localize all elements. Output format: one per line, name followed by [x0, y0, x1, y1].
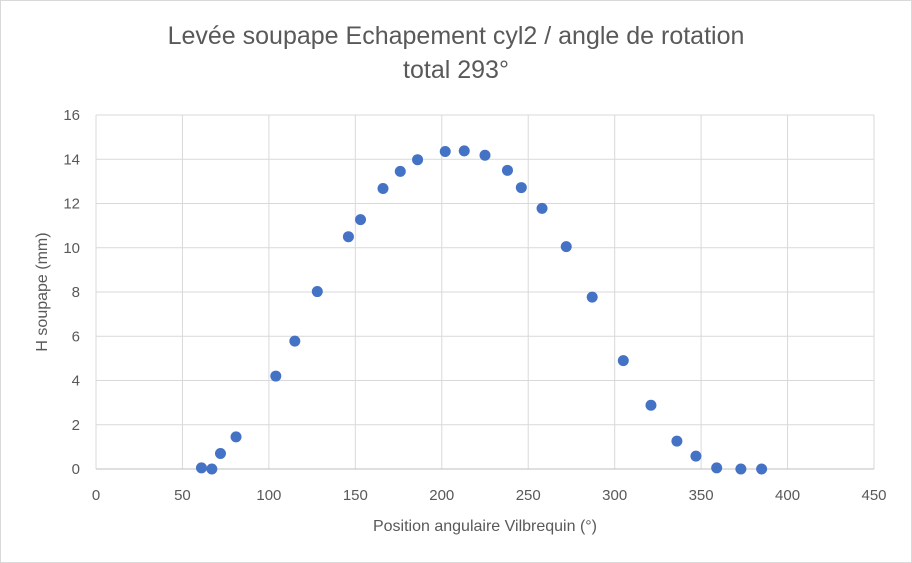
- data-points: [195, 145, 768, 475]
- data-point: [617, 355, 629, 367]
- data-point: [230, 431, 242, 443]
- gridlines: [95, 114, 875, 470]
- x-axis-ticks: 0 50 100 150 200 250 300 350 400 450: [92, 487, 887, 504]
- y-tick-label: 8: [72, 284, 80, 301]
- y-tick-label: 10: [63, 240, 80, 257]
- data-point: [458, 145, 470, 157]
- data-point: [711, 462, 723, 474]
- x-tick-label: 150: [343, 487, 368, 504]
- data-point: [479, 149, 491, 161]
- data-point: [756, 463, 768, 475]
- data-point: [377, 182, 389, 194]
- y-tick-label: 2: [72, 417, 80, 434]
- x-tick-label: 0: [92, 487, 100, 504]
- data-point: [586, 291, 598, 303]
- x-tick-label: 400: [775, 487, 800, 504]
- data-point: [342, 231, 354, 243]
- y-tick-label: 14: [63, 151, 80, 168]
- data-point: [270, 370, 282, 382]
- data-point: [501, 164, 513, 176]
- data-point: [735, 463, 747, 475]
- x-tick-label: 50: [174, 487, 191, 504]
- data-point: [214, 448, 226, 460]
- y-tick-label: 4: [72, 373, 80, 390]
- data-point: [206, 463, 218, 475]
- data-point: [690, 450, 702, 462]
- data-point: [289, 335, 301, 347]
- data-point: [311, 286, 323, 298]
- data-point: [515, 182, 527, 194]
- data-point: [394, 165, 406, 177]
- y-axis-ticks: 0 2 4 6 8 10 12 14 16: [63, 107, 80, 478]
- data-point: [439, 146, 451, 158]
- y-tick-label: 0: [72, 461, 80, 478]
- x-tick-label: 350: [689, 487, 714, 504]
- x-axis-title: Position angulaire Vilbrequin (°): [373, 518, 597, 535]
- x-tick-label: 300: [602, 487, 627, 504]
- x-tick-label: 100: [256, 487, 281, 504]
- y-axis-title: H soupape (mm): [34, 232, 51, 351]
- x-tick-label: 450: [861, 487, 886, 504]
- data-point: [412, 154, 424, 166]
- data-point: [645, 399, 657, 411]
- y-tick-label: 12: [63, 196, 80, 213]
- data-point: [195, 462, 207, 474]
- y-tick-label: 16: [63, 107, 80, 124]
- data-point: [671, 435, 683, 447]
- data-point: [536, 202, 548, 214]
- x-tick-label: 250: [516, 487, 541, 504]
- y-tick-label: 6: [72, 328, 80, 345]
- data-point: [560, 241, 572, 253]
- chart-title: Levée soupape Echapement cyl2 / angle de…: [1, 19, 911, 87]
- chart-title-line-2: total 293°: [403, 56, 509, 84]
- data-point: [355, 214, 367, 226]
- chart-title-line-1: Levée soupape Echapement cyl2 / angle de…: [167, 22, 745, 50]
- x-tick-label: 200: [429, 487, 454, 504]
